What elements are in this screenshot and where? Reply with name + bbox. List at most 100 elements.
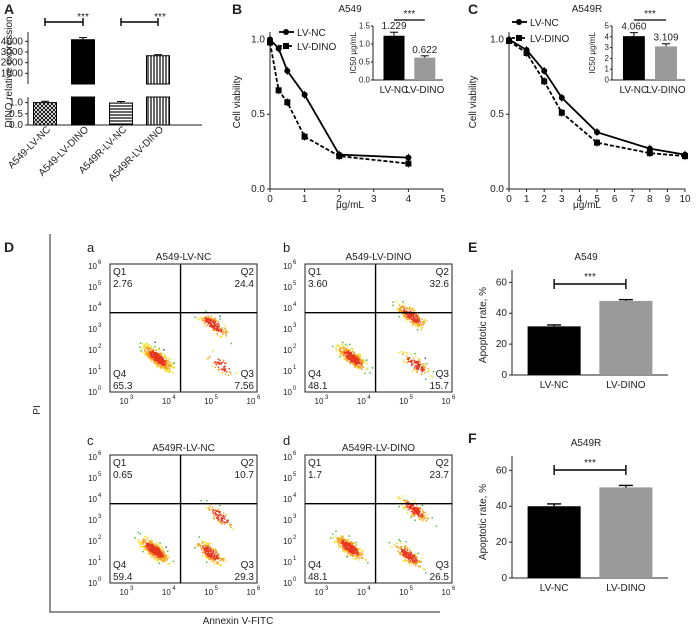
event-dot (419, 321, 421, 323)
event-dot (365, 362, 368, 365)
event-dot (413, 513, 415, 515)
event-dot (357, 551, 359, 554)
event-dot (353, 548, 355, 551)
event-dot (343, 347, 346, 349)
event-dot (223, 521, 226, 523)
event-dot (160, 367, 163, 370)
event-dot (156, 552, 159, 554)
event-dot (404, 549, 406, 552)
inset-x-tick-label: LV-DINO (646, 85, 685, 96)
event-dot (358, 547, 361, 550)
event-dot (344, 355, 347, 357)
event-dot (406, 313, 408, 315)
event-dot (398, 309, 401, 311)
event-dot (405, 500, 407, 502)
event-dot (419, 566, 421, 568)
event-dot (216, 516, 219, 518)
event-dot (342, 349, 345, 351)
event-dot (158, 547, 161, 549)
event-dot (152, 546, 154, 549)
event-dot (207, 357, 210, 360)
event-dot (416, 320, 419, 323)
event-dot (351, 351, 354, 353)
event-dot (223, 518, 226, 520)
event-dot (343, 544, 345, 547)
event-dot (357, 553, 360, 556)
event-dot (430, 375, 432, 377)
event-dot (214, 512, 217, 514)
event-dot (144, 353, 146, 356)
event-dot (209, 546, 212, 549)
event-dot (402, 550, 404, 553)
event-dot (411, 363, 414, 365)
event-dot (348, 357, 350, 360)
event-dot (200, 549, 203, 551)
event-dot (344, 539, 346, 542)
event-dot (341, 343, 343, 345)
event-dot (158, 356, 160, 359)
event-dot (151, 554, 154, 557)
event-dot (159, 362, 162, 365)
event-dot (219, 521, 222, 524)
event-dot (213, 517, 215, 520)
event-dot (217, 330, 220, 333)
event-dot (194, 316, 197, 319)
event-dot (406, 557, 408, 559)
event-dot (154, 558, 156, 561)
event-dot (400, 546, 403, 549)
event-dot (355, 360, 357, 362)
event-dot (146, 546, 148, 548)
event-dot (216, 329, 219, 332)
event-dot (138, 540, 141, 542)
event-dot (399, 308, 401, 310)
event-dot (412, 320, 414, 322)
event-dot (215, 555, 218, 557)
event-dot (158, 347, 160, 350)
outer-axis-frame (49, 234, 440, 613)
event-dot (205, 554, 207, 557)
event-dot (405, 355, 408, 357)
event-dot (172, 560, 175, 563)
event-dot (354, 544, 357, 547)
y-tick-label-base: 10 (283, 325, 292, 334)
event-dot (155, 556, 158, 559)
event-dot (224, 325, 226, 327)
event-dot (416, 322, 418, 325)
event-dot (420, 324, 422, 326)
event-dot (203, 319, 206, 321)
event-dot (198, 536, 201, 538)
event-dot (218, 362, 221, 364)
event-dot (355, 363, 357, 366)
event-dot (412, 314, 415, 317)
event-dot (210, 553, 213, 556)
event-dot (143, 541, 146, 543)
event-dot (414, 563, 416, 565)
event-dot (407, 316, 410, 318)
x-tick-label: 1 (302, 194, 308, 205)
event-dot (364, 558, 367, 561)
event-dot (414, 508, 416, 511)
event-dot (414, 512, 416, 515)
event-dot (150, 353, 153, 356)
event-dot (206, 500, 208, 502)
event-dot (356, 360, 359, 363)
event-dot (155, 552, 158, 554)
event-dot (411, 513, 414, 515)
event-dot (421, 318, 423, 320)
event-dot (154, 355, 156, 357)
event-dot (155, 363, 158, 366)
event-dot (341, 351, 344, 353)
event-dot (220, 363, 222, 365)
event-dot (213, 322, 216, 325)
event-dot (216, 557, 219, 560)
x-tick-label-exp: 5 (410, 586, 414, 592)
event-dot (365, 368, 368, 371)
event-dot (146, 547, 148, 549)
event-dot (408, 357, 411, 359)
event-dot (207, 556, 209, 558)
event-dot (206, 561, 208, 563)
event-dot (215, 329, 218, 332)
event-dot (402, 300, 404, 303)
